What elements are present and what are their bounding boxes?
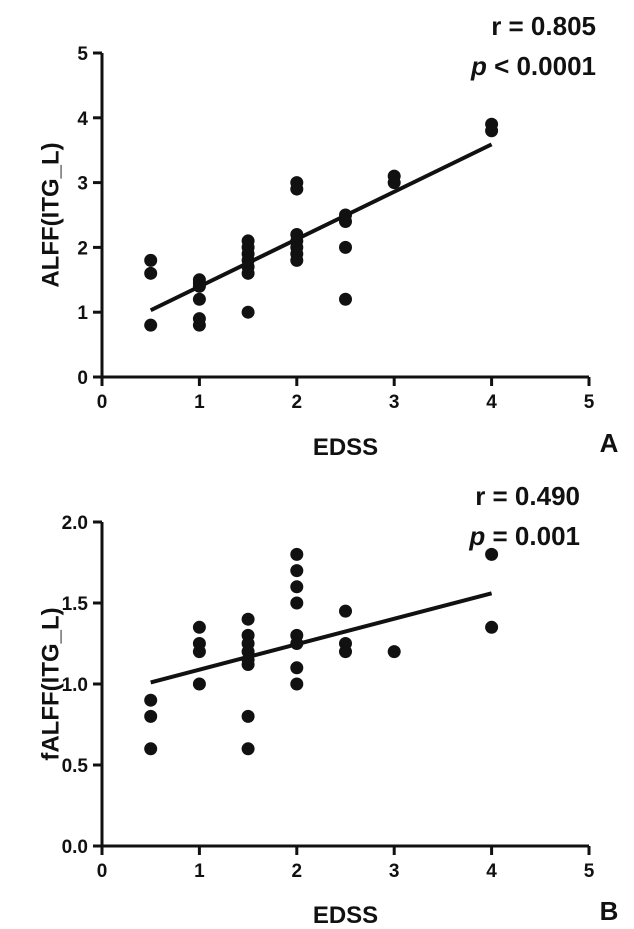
- panel-b-data-point: [485, 620, 499, 634]
- panel-a-data-point: [290, 182, 304, 196]
- panel-b-data-point: [290, 564, 304, 578]
- panel-a-data-point: [339, 240, 352, 254]
- panel-b-data-point: [290, 580, 304, 594]
- panel-a-data-point: [144, 253, 158, 267]
- panel-b-data-point: [387, 645, 401, 659]
- panel-b-data-point: [339, 645, 352, 659]
- panel-a-y-tick-label: 0: [77, 368, 88, 389]
- panel-b-data-point: [290, 661, 304, 675]
- panel-b-data-point: [144, 709, 158, 723]
- panel-b-data-point: [241, 709, 255, 723]
- panel-b-y-tick-label: 2.0: [62, 513, 88, 534]
- panel-a-data-point: [485, 124, 499, 138]
- panel-a-y-tick-label: 2: [77, 238, 88, 259]
- panel-b-data-point: [339, 604, 352, 618]
- panel-a-x-axis-title: EDSS: [313, 434, 378, 461]
- panel-b-regression-line: [150, 591, 493, 685]
- panel-b: 0 1 2 3 4 5 0.0 0.5 1.0 1.5 2.0 EDSS fALFF(ITG_L) r =…: [37, 481, 618, 929]
- panel-a-data-point: [192, 292, 206, 306]
- panel-b-x-tick-label: 1: [194, 861, 205, 882]
- panel-b-data-point: [144, 742, 158, 756]
- panel-a-data-point: [339, 292, 352, 306]
- panel-a-data-point: [290, 253, 304, 267]
- panel-b-data-point: [241, 658, 255, 672]
- panel-b-data-point: [192, 645, 206, 659]
- panel-a-x-tick-label: 3: [389, 392, 400, 413]
- panel-b-p-symbol: p: [468, 521, 485, 551]
- panel-a-y-axis-title: ALFF(ITG_L): [37, 142, 64, 287]
- panel-a-x-tick-label: 4: [486, 392, 497, 413]
- panel-b-data-point: [241, 612, 255, 626]
- panel-a-y-tick-label: 5: [77, 44, 88, 65]
- panel-a-data-point: [192, 279, 206, 293]
- panel-a-letter: A: [600, 428, 619, 458]
- panel-a-data-point: [339, 214, 352, 228]
- panel-b-data-point: [192, 620, 206, 634]
- panel-b-data-point: [290, 637, 304, 650]
- panel-b-data-point: [290, 547, 304, 561]
- panel-a-p-text: < 0.0001: [487, 51, 596, 81]
- panel-b-data-point: [144, 693, 158, 707]
- panel-b-y-tick-label: 0.0: [62, 837, 88, 858]
- panel-b-data-point: [290, 677, 304, 691]
- panel-b-p-value: p = 0.001: [468, 521, 580, 551]
- panel-b-p-text: = 0.001: [485, 521, 580, 551]
- panel-a-regression-line: [149, 142, 493, 313]
- panel-a-data-point: [144, 266, 158, 280]
- panel-b-y-axis-title: fALFF(ITG_L): [37, 607, 64, 760]
- panel-a-x-tick-label: 1: [194, 392, 205, 413]
- panel-b-data-point: [290, 596, 304, 610]
- panel-a-p-value: p < 0.0001: [470, 51, 596, 81]
- panel-b-x-tick-label: 5: [584, 861, 595, 882]
- panel-a-x-tick-label: 5: [584, 392, 595, 413]
- panel-a-x-tick-label: 0: [97, 392, 108, 413]
- panel-a-r-value: r = 0.805: [491, 11, 596, 41]
- panel-b-letter: B: [600, 896, 619, 926]
- panel-b-y-tick-label: 1.5: [62, 594, 89, 615]
- panel-a-data-point: [387, 176, 401, 190]
- panel-b-data-point: [241, 742, 255, 756]
- panel-b-y-tick-label: 1.0: [62, 675, 88, 696]
- panel-b-x-tick-label: 2: [292, 861, 303, 882]
- panel-b-r-value: r = 0.490: [475, 481, 580, 511]
- panel-b-x-tick-label: 3: [389, 861, 400, 882]
- panel-b-data-point: [485, 547, 499, 561]
- panel-b-x-tick-label: 4: [486, 861, 497, 882]
- panel-a-data-point: [144, 318, 158, 332]
- panel-a-y-tick-label: 1: [77, 303, 88, 324]
- panel-b-data-point: [192, 677, 206, 691]
- panel-b-x-axis-title: EDSS: [313, 902, 378, 929]
- panel-a-y-tick-label: 4: [77, 109, 88, 130]
- panel-a-x-tick-label: 2: [292, 392, 303, 413]
- panel-a-data-point: [241, 305, 255, 319]
- panel-b-x-tick-label: 0: [97, 861, 108, 882]
- panel-a-y-tick-label: 3: [77, 174, 88, 195]
- panel-a-data-point: [241, 266, 255, 280]
- panel-a-p-symbol: p: [470, 51, 487, 81]
- panel-a-data-point: [192, 318, 206, 332]
- panel-b-y-tick-label: 0.5: [62, 756, 89, 777]
